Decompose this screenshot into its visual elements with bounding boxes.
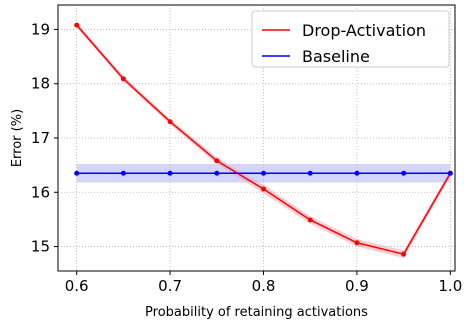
series-points: [74, 22, 453, 257]
legend-label-baseline: Baseline: [302, 47, 370, 66]
point-baseline: [261, 170, 267, 176]
y-tick-label: 18: [31, 75, 50, 93]
point-drop-activation: [74, 22, 80, 28]
point-baseline: [354, 170, 360, 176]
point-drop-activation: [354, 240, 360, 246]
y-tick-label: 15: [31, 238, 50, 256]
x-tick-label: 0.9: [345, 277, 369, 295]
axis-ticks: 0.6 0.7 0.8 0.9 1.0 15 16 17 18 19: [31, 20, 462, 295]
band-drop-activation: [76, 22, 451, 258]
legend-label-drop-activation: Drop-Activation: [302, 21, 426, 40]
y-tick-label: 17: [31, 129, 50, 147]
point-drop-activation: [214, 158, 220, 164]
x-tick-label: 1.0: [438, 277, 462, 295]
point-baseline: [401, 170, 407, 176]
point-drop-activation: [401, 251, 407, 257]
point-baseline: [120, 170, 126, 176]
y-tick-label: 19: [31, 20, 50, 38]
point-baseline: [74, 170, 80, 176]
x-tick-label: 0.8: [252, 277, 276, 295]
point-baseline: [307, 170, 313, 176]
y-axis-label: Error (%): [10, 109, 25, 167]
legend-box: [251, 10, 450, 68]
x-tick-label: 0.7: [158, 277, 182, 295]
point-baseline: [167, 170, 173, 176]
point-drop-activation: [261, 186, 267, 192]
point-baseline: [447, 170, 453, 176]
y-tick-label: 16: [31, 183, 50, 201]
point-drop-activation: [167, 119, 173, 125]
legend: Drop-Activation Baseline: [251, 10, 450, 68]
point-baseline: [214, 170, 220, 176]
x-tick-label: 0.6: [65, 277, 89, 295]
x-axis-label: Probability of retaining activations: [145, 305, 368, 320]
point-drop-activation: [307, 217, 313, 223]
point-drop-activation: [120, 76, 126, 82]
